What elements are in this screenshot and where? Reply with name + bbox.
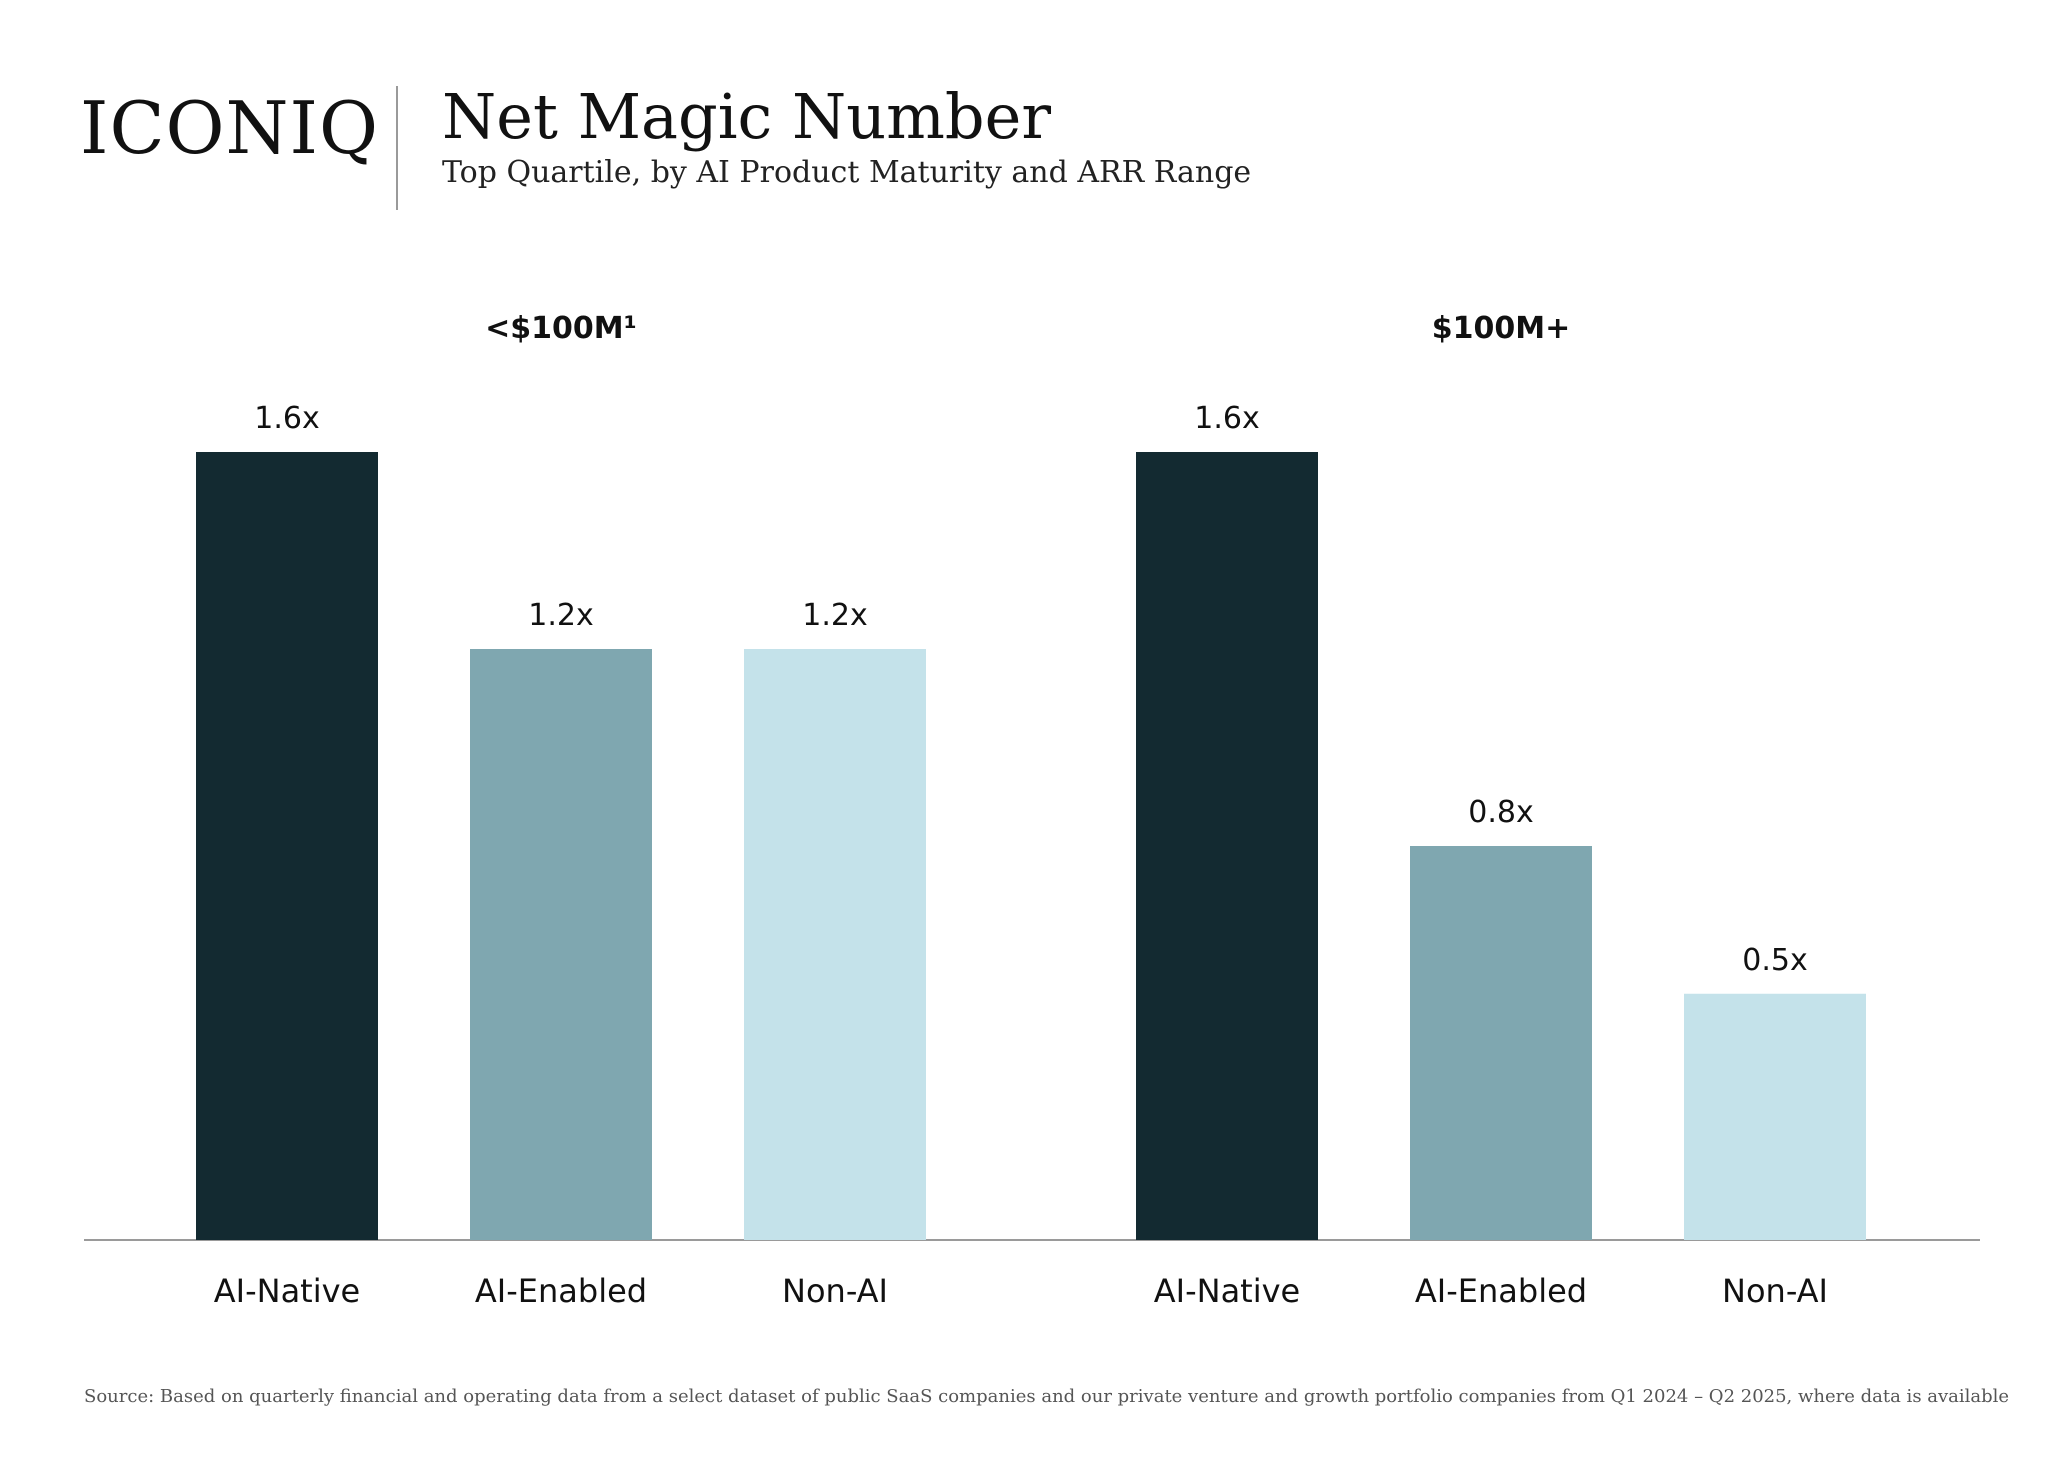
category-label: AI-Native bbox=[214, 1272, 360, 1310]
bar-value-label: 0.8x bbox=[1468, 795, 1533, 830]
bar-value-label: 1.6x bbox=[1194, 401, 1259, 436]
header-divider bbox=[396, 86, 398, 210]
bar-value-label: 0.5x bbox=[1742, 943, 1807, 978]
category-label: AI-Enabled bbox=[1415, 1272, 1587, 1310]
bar-value-label: 1.2x bbox=[802, 598, 867, 633]
category-label: Non-AI bbox=[782, 1272, 888, 1310]
iconiq-logo: ICONIQ bbox=[80, 86, 380, 170]
bar bbox=[196, 452, 378, 1240]
bar-value-label: 1.6x bbox=[254, 401, 319, 436]
bar bbox=[470, 649, 652, 1240]
bar bbox=[1136, 452, 1318, 1240]
category-label: Non-AI bbox=[1722, 1272, 1828, 1310]
bar bbox=[1684, 993, 1866, 1240]
group-label: <$100M¹ bbox=[485, 311, 637, 346]
bar bbox=[1410, 846, 1592, 1240]
bar-value-label: 1.2x bbox=[528, 598, 593, 633]
source-footnote: Source: Based on quarterly financial and… bbox=[84, 1386, 2010, 1407]
chart-subtitle: Top Quartile, by AI Product Maturity and… bbox=[442, 155, 1252, 190]
category-label: AI-Native bbox=[1154, 1272, 1300, 1310]
category-label: AI-Enabled bbox=[475, 1272, 647, 1310]
chart-title: Net Magic Number bbox=[442, 80, 1051, 153]
bar bbox=[744, 649, 926, 1240]
group-label: $100M+ bbox=[1432, 311, 1571, 346]
